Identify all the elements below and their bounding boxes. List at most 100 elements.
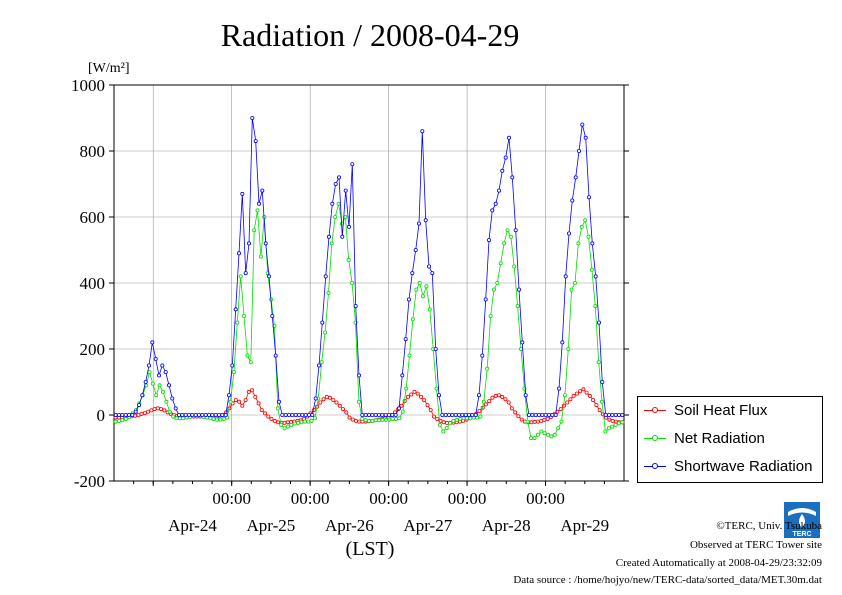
point-net-radiation bbox=[424, 284, 429, 289]
series-layer bbox=[113, 116, 625, 441]
point-net-radiation bbox=[235, 320, 240, 325]
point-soil-heat-flux bbox=[155, 406, 160, 411]
point-net-radiation bbox=[363, 418, 368, 423]
point-shortwave-radiation bbox=[320, 320, 325, 325]
point-soil-heat-flux bbox=[415, 391, 420, 396]
point-shortwave-radiation bbox=[597, 320, 602, 325]
legend-label-soil: Soil Heat Flux bbox=[674, 402, 768, 419]
point-net-radiation bbox=[174, 416, 179, 421]
point-shortwave-radiation bbox=[513, 228, 518, 233]
point-net-radiation bbox=[539, 429, 544, 434]
point-soil-heat-flux bbox=[275, 420, 280, 425]
point-soil-heat-flux bbox=[152, 407, 157, 412]
point-shortwave-radiation bbox=[180, 412, 185, 417]
point-shortwave-radiation bbox=[370, 412, 375, 417]
point-shortwave-radiation bbox=[276, 399, 281, 404]
point-net-radiation bbox=[323, 330, 328, 335]
point-net-radiation bbox=[593, 304, 598, 309]
x-date-label: Apr-28 bbox=[482, 516, 531, 535]
point-soil-heat-flux bbox=[597, 408, 602, 413]
point-soil-heat-flux bbox=[529, 420, 534, 425]
point-net-radiation bbox=[383, 417, 388, 422]
point-shortwave-radiation bbox=[593, 274, 598, 279]
point-net-radiation bbox=[491, 287, 496, 292]
svg-text:TERC: TERC bbox=[792, 531, 811, 538]
point-net-radiation bbox=[221, 416, 226, 421]
point-shortwave-radiation bbox=[290, 412, 295, 417]
point-net-radiation bbox=[245, 353, 250, 358]
point-shortwave-radiation bbox=[190, 412, 195, 417]
point-shortwave-radiation bbox=[353, 304, 358, 309]
point-net-radiation bbox=[326, 290, 331, 295]
point-shortwave-radiation bbox=[240, 191, 245, 196]
point-soil-heat-flux bbox=[574, 391, 579, 396]
point-net-radiation bbox=[414, 287, 419, 292]
point-net-radiation bbox=[279, 422, 284, 427]
point-soil-heat-flux bbox=[435, 416, 440, 421]
point-soil-heat-flux bbox=[233, 398, 238, 403]
point-net-radiation bbox=[535, 432, 540, 437]
point-net-radiation bbox=[583, 218, 588, 223]
point-shortwave-radiation bbox=[230, 363, 235, 368]
point-soil-heat-flux bbox=[571, 393, 576, 398]
point-soil-heat-flux bbox=[431, 414, 436, 419]
point-soil-heat-flux bbox=[357, 419, 362, 424]
point-shortwave-radiation bbox=[206, 412, 211, 417]
point-soil-heat-flux bbox=[477, 408, 482, 413]
point-net-radiation bbox=[573, 280, 578, 285]
point-shortwave-radiation bbox=[123, 412, 128, 417]
point-shortwave-radiation bbox=[226, 393, 231, 398]
point-shortwave-radiation bbox=[336, 175, 341, 180]
point-shortwave-radiation bbox=[263, 241, 268, 246]
point-shortwave-radiation bbox=[356, 373, 361, 378]
point-soil-heat-flux bbox=[565, 400, 570, 405]
point-soil-heat-flux bbox=[269, 416, 274, 421]
point-net-radiation bbox=[306, 419, 311, 424]
point-shortwave-radiation bbox=[376, 412, 381, 417]
point-net-radiation bbox=[356, 399, 361, 404]
point-net-radiation bbox=[238, 274, 243, 279]
point-shortwave-radiation bbox=[120, 412, 125, 417]
point-shortwave-radiation bbox=[350, 162, 355, 167]
point-shortwave-radiation bbox=[573, 175, 578, 180]
point-net-radiation bbox=[579, 224, 584, 229]
point-shortwave-radiation bbox=[547, 412, 552, 417]
point-shortwave-radiation bbox=[153, 356, 158, 361]
point-shortwave-radiation bbox=[506, 135, 511, 140]
point-soil-heat-flux bbox=[253, 394, 258, 399]
point-shortwave-radiation bbox=[193, 412, 198, 417]
point-net-radiation bbox=[515, 304, 520, 309]
point-shortwave-radiation bbox=[243, 271, 248, 276]
point-net-radiation bbox=[525, 419, 530, 424]
point-net-radiation bbox=[360, 416, 365, 421]
point-soil-heat-flux bbox=[259, 408, 264, 413]
point-net-radiation bbox=[549, 434, 554, 439]
point-soil-heat-flux bbox=[587, 393, 592, 398]
point-net-radiation bbox=[454, 417, 459, 422]
point-shortwave-radiation bbox=[117, 412, 122, 417]
point-soil-heat-flux bbox=[542, 417, 547, 422]
point-net-radiation bbox=[468, 416, 473, 421]
point-soil-heat-flux bbox=[337, 403, 342, 408]
y-tick-label: 400 bbox=[80, 274, 106, 293]
point-soil-heat-flux bbox=[425, 403, 430, 408]
point-shortwave-radiation bbox=[330, 201, 335, 206]
point-net-radiation bbox=[258, 254, 263, 259]
point-net-radiation bbox=[231, 370, 236, 375]
point-shortwave-radiation bbox=[523, 393, 528, 398]
point-soil-heat-flux bbox=[162, 408, 167, 413]
point-soil-heat-flux bbox=[318, 400, 323, 405]
point-net-radiation bbox=[569, 287, 574, 292]
point-shortwave-radiation bbox=[480, 353, 485, 358]
point-shortwave-radiation bbox=[313, 396, 318, 401]
point-net-radiation bbox=[562, 393, 567, 398]
point-shortwave-radiation bbox=[296, 412, 301, 417]
point-net-radiation bbox=[613, 422, 618, 427]
point-net-radiation bbox=[556, 426, 561, 431]
point-soil-heat-flux bbox=[136, 412, 141, 417]
x-date-label: Apr-24 bbox=[168, 516, 217, 535]
point-shortwave-radiation bbox=[466, 412, 471, 417]
point-shortwave-radiation bbox=[403, 337, 408, 342]
point-shortwave-radiation bbox=[390, 412, 395, 417]
